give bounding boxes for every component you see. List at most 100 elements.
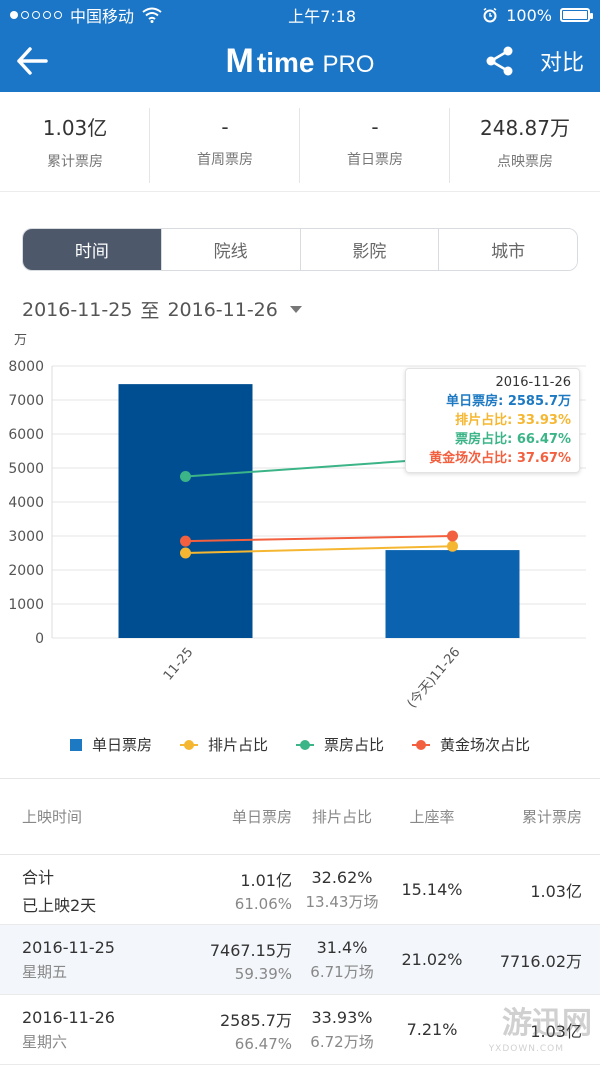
date-end: 2016-11-26 xyxy=(167,298,278,321)
chevron-down-icon xyxy=(289,306,302,313)
total-cell: 1.03亿 xyxy=(530,881,582,901)
top-bar: 中国移动 上午7:18 100% xyxy=(0,0,600,92)
tab-cinema-chain[interactable]: 院线 xyxy=(161,229,301,270)
date-start: 2016-11-25 xyxy=(22,298,133,321)
y-unit-label: 万 xyxy=(14,333,27,348)
legend-item[interactable]: 排片占比 xyxy=(179,734,268,755)
tooltip-value: 2585.7万 xyxy=(507,394,571,409)
cell-secondary: 66.47% xyxy=(234,1034,292,1053)
stat-first-week: - 首周票房 xyxy=(150,92,300,191)
cell-primary: 7467.15万 xyxy=(209,940,292,960)
tooltip-label: 票房占比: xyxy=(455,432,513,447)
y-tick-label: 4000 xyxy=(8,495,44,511)
stat-value: 248.87万 xyxy=(480,116,570,140)
compare-button[interactable]: 对比 xyxy=(539,51,584,76)
stat-label: 首日票房 xyxy=(347,151,403,168)
cell-secondary: 61.06% xyxy=(234,894,292,913)
tooltip-row: 单日票房: 2585.7万 xyxy=(414,392,571,411)
schedule-cell: 32.62% 13.43万场 xyxy=(292,868,392,912)
y-tick-label: 2000 xyxy=(8,563,44,579)
series-point xyxy=(180,471,191,482)
box-office-cell: 1.01亿 61.06% xyxy=(180,867,292,913)
tab-cinema[interactable]: 影院 xyxy=(300,229,440,270)
cell-primary: 合计 xyxy=(22,867,55,887)
stat-total: 1.03亿 累计票房 xyxy=(0,92,150,191)
cell-primary: 2016-11-25 xyxy=(22,937,115,957)
stat-first-day: - 首日票房 xyxy=(300,92,450,191)
tooltip-value: 37.67% xyxy=(516,451,571,466)
tooltip-value: 33.93% xyxy=(516,413,571,428)
tooltip-label: 排片占比: xyxy=(455,413,513,428)
battery-percent: 100% xyxy=(506,5,552,25)
stat-value: 1.03亿 xyxy=(42,116,108,140)
summary-stats: 1.03亿 累计票房 - 首周票房 - 首日票房 248.87万 点映票房 xyxy=(0,92,600,192)
chart-tooltip: 2016-11-26 单日票房: 2585.7万 排片占比: 33.93% 票房… xyxy=(405,368,580,473)
y-tick-label: 1000 xyxy=(8,597,44,613)
header-cell[interactable]: 上映时间 xyxy=(22,808,83,826)
y-tick-label: 7000 xyxy=(8,393,44,409)
alarm-icon xyxy=(483,7,497,23)
legend-label: 单日票房 xyxy=(91,736,152,754)
table-row[interactable]: 2016-11-25 星期五 7467.15万 59.39% 31.4% 6.7… xyxy=(0,925,600,995)
chart-area: 万 0 1000 2000 3000 4000 5000 6000 7000 8000 11-25 (… xyxy=(0,328,600,768)
seat-rate-cell: 7.21% xyxy=(406,1020,458,1039)
legend-swatch xyxy=(412,739,431,751)
seat-rate-cell: 15.14% xyxy=(401,880,463,899)
header-cell[interactable]: 累计票房 xyxy=(521,808,582,826)
tooltip-date: 2016-11-26 xyxy=(495,375,571,390)
legend-item[interactable]: 黄金场次占比 xyxy=(412,734,530,755)
series-point xyxy=(447,530,458,542)
watermark-sub: YXDOWN.COM xyxy=(488,1044,564,1054)
signal-dot xyxy=(21,11,29,19)
header-cell[interactable]: 上座率 xyxy=(409,808,455,826)
back-button[interactable] xyxy=(16,41,56,81)
box-office-cell: 2585.7万 66.47% xyxy=(180,1007,292,1053)
schedule-cell: 33.93% 6.72万场 xyxy=(292,1008,392,1052)
header-cell[interactable]: 单日票房 xyxy=(231,808,292,826)
segment-tabs: 时间 院线 影院 城市 xyxy=(22,228,578,271)
tab-city[interactable]: 城市 xyxy=(439,229,577,270)
nav-actions: 对比 xyxy=(484,45,584,77)
legend-label: 黄金场次占比 xyxy=(440,736,531,754)
legend-item[interactable]: 票房占比 xyxy=(296,734,384,755)
stat-preview: 248.87万 点映票房 xyxy=(450,92,600,191)
cell-secondary: 59.39% xyxy=(234,964,292,983)
legend-label: 排片占比 xyxy=(207,736,268,754)
table-row[interactable]: 2016-11-26 星期六 2585.7万 66.47% 33.93% 6.7… xyxy=(0,995,600,1065)
stat-label: 累计票房 xyxy=(47,154,103,170)
status-left: 中国移动 xyxy=(10,3,162,27)
brand-time: time xyxy=(256,46,315,78)
signal-dot xyxy=(54,11,62,19)
legend-swatch xyxy=(179,739,198,751)
y-tick-label: 0 xyxy=(35,631,44,647)
battery-icon xyxy=(559,8,593,22)
box-office-chart: 万 0 1000 2000 3000 4000 5000 6000 7000 8000 11-25 (… xyxy=(8,333,586,711)
tooltip-row: 排片占比: 33.93% xyxy=(414,411,571,430)
signal-dot xyxy=(32,11,40,19)
series-line-排片占比 xyxy=(185,545,453,554)
box-office-cell: 7467.15万 59.39% xyxy=(180,937,292,983)
date-range-picker[interactable]: 2016-11-25 至 2016-11-26 xyxy=(22,296,302,323)
tooltip-row: 票房占比: 66.47% xyxy=(414,430,571,449)
data-table: 上映时间 单日票房 排片占比 上座率 累计票房 合计 已上映2天 1.01亿 6… xyxy=(0,778,600,1065)
nav-bar: M time PRO 对比 xyxy=(0,30,600,92)
cell-primary: 31.4% xyxy=(316,937,368,957)
legend-item[interactable]: 单日票房 xyxy=(69,734,152,755)
x-tick-label: 11-25 xyxy=(161,645,197,684)
tooltip-label: 单日票房: xyxy=(446,394,504,409)
brand-m: M xyxy=(225,41,254,80)
share-icon[interactable] xyxy=(484,45,516,77)
table-header: 上映时间 单日票房 排片占比 上座率 累计票房 xyxy=(0,779,600,855)
table-row[interactable]: 合计 已上映2天 1.01亿 61.06% 32.62% 13.43万场 15.… xyxy=(0,855,600,925)
legend-swatch xyxy=(69,738,82,751)
date-cell: 合计 已上映2天 xyxy=(0,864,180,916)
tab-time[interactable]: 时间 xyxy=(23,229,162,270)
y-tick-label: 3000 xyxy=(8,529,44,545)
signal-dot xyxy=(43,11,51,19)
date-cell: 2016-11-25 星期五 xyxy=(0,938,180,982)
header-cell[interactable]: 排片占比 xyxy=(311,808,372,826)
y-tick-label: 5000 xyxy=(8,461,44,477)
stat-label: 点映票房 xyxy=(497,154,553,170)
cell-secondary: 星期六 xyxy=(22,1032,68,1051)
legend-label: 票房占比 xyxy=(324,736,385,754)
